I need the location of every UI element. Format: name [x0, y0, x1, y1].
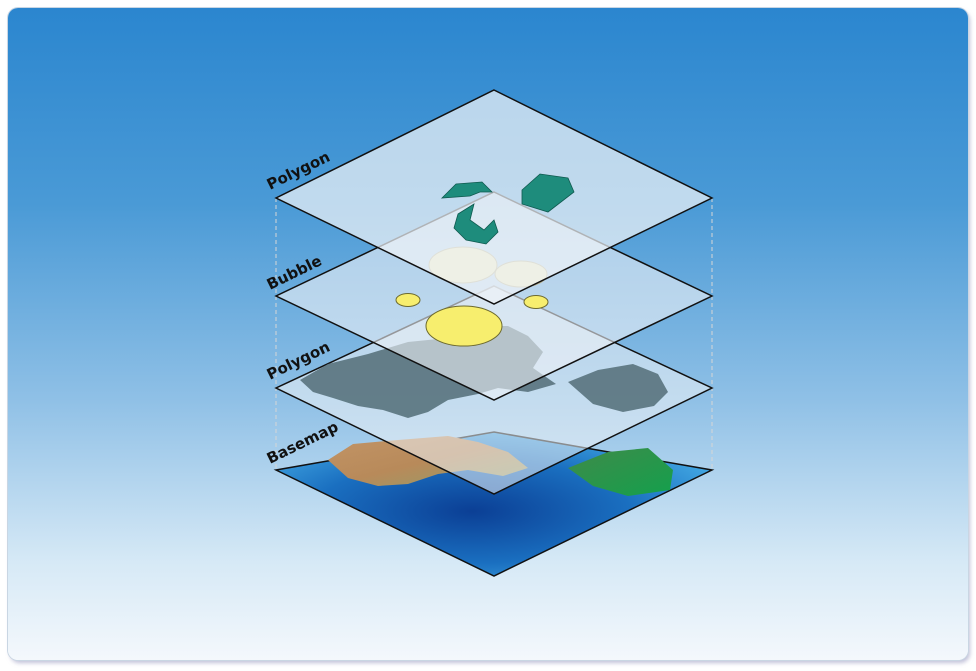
bubble-small-right: [523, 295, 549, 309]
polygon-arrow-top: [440, 181, 493, 199]
layer-stack-diagram: Polygon Bubble Polygon Basemap: [264, 89, 715, 577]
polygon-arrow-bottom: [453, 203, 499, 245]
polygon-south-america: [568, 364, 668, 412]
polygon-shapes-plane: [274, 89, 714, 305]
polygon-shapes-layer: [274, 89, 714, 305]
bubble-small-left: [395, 293, 421, 307]
basemap-south-america: [568, 448, 673, 496]
diagram-frame: Polygon Bubble Polygon Basemap: [8, 8, 968, 660]
guide-lines: [275, 198, 713, 470]
polygon-pentagon: [521, 173, 575, 213]
bubble-large: [425, 305, 503, 347]
